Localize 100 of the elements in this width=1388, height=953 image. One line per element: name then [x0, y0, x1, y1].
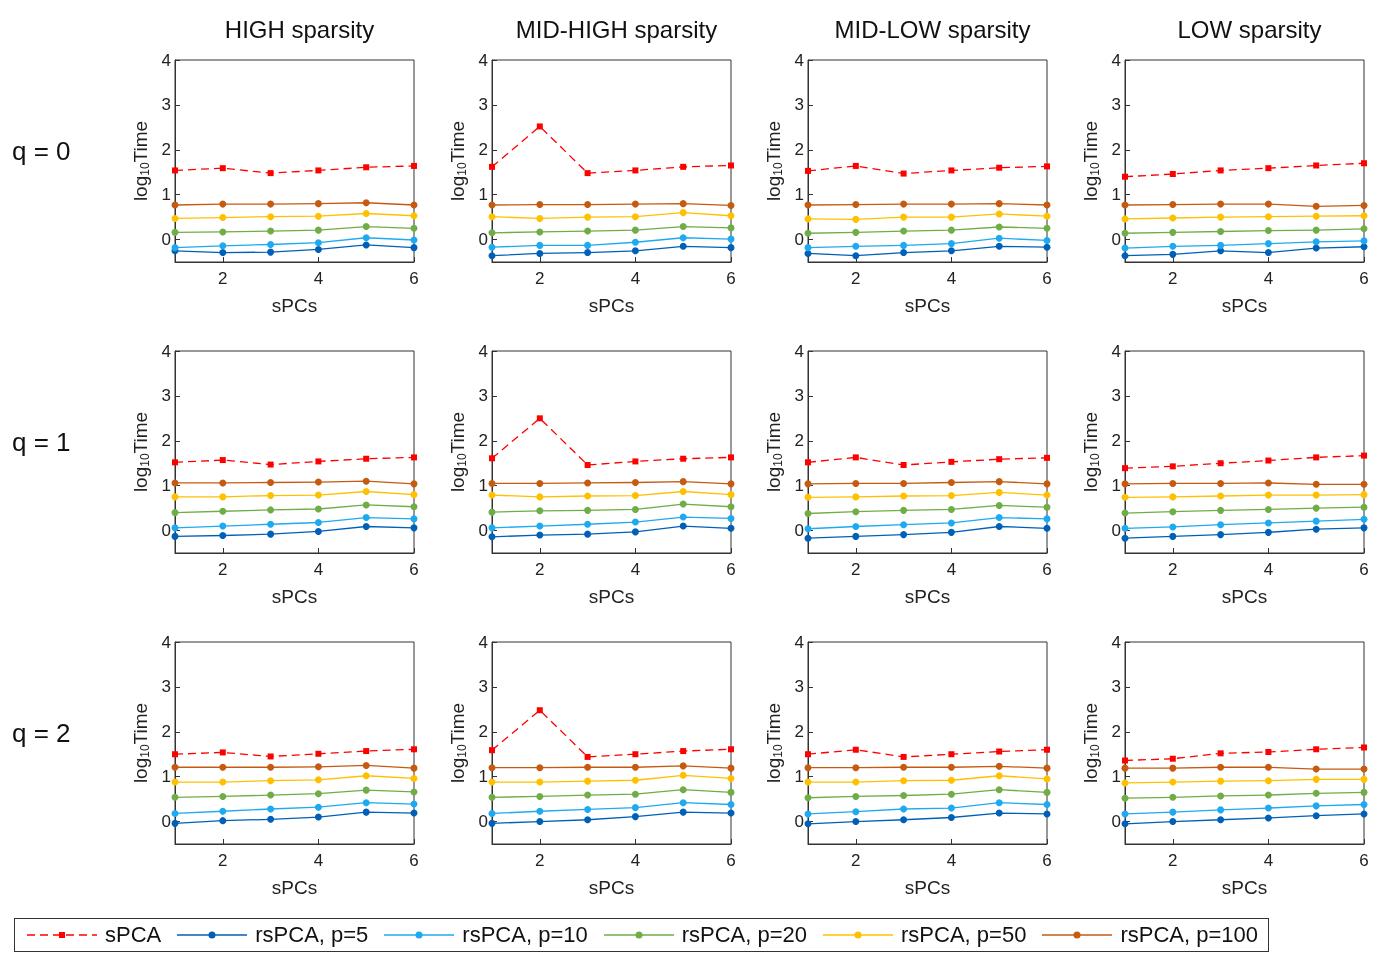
y-axis-title: log10Time: [1079, 702, 1102, 784]
point: [219, 792, 227, 800]
x-axis-title: sPCs: [588, 295, 634, 316]
point: [631, 790, 639, 798]
point: [1121, 493, 1128, 501]
point: [1216, 200, 1224, 208]
point: [488, 747, 495, 754]
point: [900, 249, 908, 257]
point: [1121, 757, 1128, 764]
point: [995, 523, 1003, 531]
point: [362, 501, 370, 509]
point: [1168, 242, 1176, 250]
point: [1216, 816, 1224, 824]
point: [900, 241, 908, 249]
point: [1312, 226, 1320, 234]
point: [1043, 212, 1051, 220]
y-tick-label: 4: [478, 632, 488, 652]
x-tick-label: 4: [313, 851, 324, 870]
point: [631, 226, 639, 234]
legend-label: rsPCA, p=100: [1120, 922, 1258, 948]
x-tick-label: 6: [725, 560, 736, 579]
point: [1168, 818, 1176, 826]
point: [171, 763, 179, 771]
y-tick-label: 3: [1111, 95, 1121, 115]
y-tick-label: 4: [794, 50, 804, 70]
point: [171, 214, 179, 222]
point: [219, 249, 227, 257]
point: [947, 213, 955, 221]
point: [631, 213, 639, 221]
point: [219, 214, 227, 222]
point: [583, 763, 591, 771]
point: [535, 201, 543, 209]
y-axis-title: log10Time: [1079, 411, 1102, 493]
x-tick-label: 2: [534, 851, 545, 870]
point: [995, 786, 1003, 794]
point: [363, 748, 370, 755]
point: [1121, 524, 1128, 532]
point: [1264, 227, 1272, 235]
x-tick-label: 2: [218, 851, 228, 870]
x-tick-label: 2: [534, 269, 545, 288]
point: [679, 500, 687, 508]
point: [583, 249, 591, 257]
point: [171, 819, 179, 827]
x-tick-label: 6: [1042, 851, 1052, 870]
point: [1312, 525, 1320, 533]
point: [679, 808, 687, 816]
point: [314, 226, 322, 234]
point: [1264, 479, 1272, 487]
point: [584, 170, 591, 177]
point: [804, 525, 812, 533]
point: [535, 479, 543, 487]
y-tick-label: 1: [161, 185, 171, 205]
x-axis-title: sPCs: [271, 295, 318, 316]
chart-title: MID-HIGH sparsity: [515, 15, 717, 43]
x-tick-label: 4: [1263, 560, 1273, 579]
point: [219, 165, 226, 172]
point: [488, 252, 495, 260]
point: [583, 506, 591, 514]
x-tick-label: 2: [534, 560, 545, 579]
chart-title: HIGH sparsity: [224, 15, 375, 43]
point: [314, 527, 322, 535]
point: [267, 227, 275, 235]
point: [727, 514, 734, 522]
point: [804, 493, 812, 501]
point: [852, 493, 860, 501]
point: [488, 764, 495, 772]
point: [947, 200, 955, 208]
point: [1360, 201, 1367, 209]
point: [900, 492, 908, 500]
point: [852, 201, 860, 209]
point: [488, 213, 495, 221]
y-tick-label: 3: [161, 677, 171, 697]
point: [219, 778, 227, 786]
y-tick-label: 2: [478, 722, 488, 742]
y-tick-label: 4: [794, 632, 804, 652]
y-tick-label: 2: [161, 140, 171, 160]
point: [583, 791, 591, 799]
point: [631, 492, 639, 500]
y-axis-title: log10Time: [1079, 120, 1102, 202]
y-axis-title: log10Time: [763, 702, 785, 784]
point: [852, 454, 859, 461]
point: [1121, 465, 1128, 472]
point: [852, 508, 860, 516]
legend-label: sPCA: [105, 922, 162, 948]
point: [583, 805, 591, 813]
point: [583, 492, 591, 500]
y-axis-title: log10Time: [130, 120, 152, 202]
x-tick-label: 6: [725, 851, 736, 870]
point: [410, 491, 418, 499]
point: [631, 804, 639, 812]
y-axis-title: log10Time: [130, 702, 152, 784]
point: [171, 228, 179, 236]
point: [219, 749, 226, 756]
point: [314, 790, 322, 798]
point: [314, 518, 322, 526]
point: [1312, 504, 1320, 512]
x-tick-label: 4: [946, 269, 957, 288]
point: [900, 805, 908, 813]
point: [679, 762, 687, 770]
point: [631, 167, 638, 174]
